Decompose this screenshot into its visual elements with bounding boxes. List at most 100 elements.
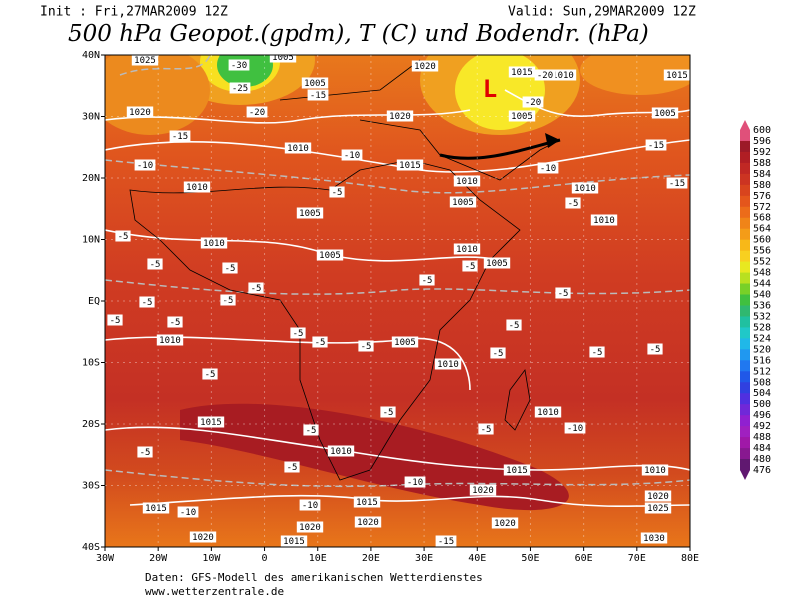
contour-label: 1020 [299,523,321,533]
label-box [434,358,462,370]
label-box [156,334,184,346]
contour-label: 1005 [452,198,474,208]
colorbar-label: 564 [753,224,771,235]
isobar [129,494,690,508]
colorbar-label: 580 [753,180,771,191]
label-box [453,243,481,255]
contour-label: -5 [558,289,569,299]
contour-label: 1010 [537,408,559,418]
contour-label: 1010 [287,144,309,154]
axes: 30W 20W 10W 0 10E 20E 30E 40E 50E 60E 70E 80E 40N 30N… [82,50,699,564]
data-source: Daten: GFS-Modell des amerikanischen Wet… [145,571,483,584]
contour-label: -5 [332,188,343,198]
label-box [435,535,457,547]
contour-label: 1010 [159,336,181,346]
contour-label: -20 [525,98,541,108]
contour-label: -10 [540,164,556,174]
label-box [341,149,363,161]
y-tick-label: 30S [82,481,100,492]
colorbar-cap [740,470,750,480]
contour-label: 1015 [506,466,528,476]
label-box [222,262,238,274]
contour-label: -5 [361,342,372,352]
contour-label: -5 [315,338,326,348]
contour-label: 1020 [647,492,669,502]
label-box [478,423,494,435]
colorbar-cell [740,349,750,361]
contour-label: 1005 [511,112,533,122]
colorbar-cell [740,327,750,339]
contour-label: -5 [650,345,661,355]
label-box [115,230,131,242]
label-box [449,196,477,208]
isotherm [119,55,211,76]
colorbar-label: 552 [753,257,771,268]
colorbar-label: 480 [753,454,771,465]
contour-label: -10 [137,161,153,171]
label-box [197,416,225,428]
colorbar-cell [740,360,750,372]
label-box [183,181,211,193]
label-box [142,502,170,514]
label-box [358,340,374,352]
colorbar-label: 524 [753,333,771,344]
contour-label: 1010 [593,216,615,226]
x-tick-label: 30W [96,553,115,564]
label-box [555,287,571,299]
contour-label: -15 [648,141,664,151]
label-box [490,347,506,359]
colorbar-cell [740,250,750,263]
contour-label: 1010 [644,466,666,476]
label-box [491,517,519,529]
contour-label: -10 [302,501,318,511]
colorbar-cell [740,338,750,350]
label-box [506,319,522,331]
y-tick-label: 10S [82,358,100,369]
colorbar-label: 488 [753,432,771,443]
label-box [296,207,324,219]
contour-label: -5 [465,262,476,272]
isotherm [105,469,690,488]
label-box [354,516,382,528]
contour-label: -5 [118,232,129,242]
colorbar-label: 588 [753,158,771,169]
colorbar-label: 528 [753,322,771,333]
colorbar-cell [740,371,750,383]
contour-label: -15 [438,537,454,547]
label-box [126,106,154,118]
contour-label: -20 [249,108,265,118]
label-box [380,406,396,418]
colorbar-cell [740,228,750,241]
x-tick-label: 70E [628,553,646,564]
colorbar-cell [740,316,750,328]
y-tick-label: 40S [82,542,100,553]
colorbar-cell [740,261,750,274]
label-box [246,106,268,118]
contour-label: 1025 [134,56,156,66]
x-tick-label: 80E [681,553,699,564]
label-box [228,59,250,71]
y-tick-label: 40N [82,50,100,61]
colorbar-label: 556 [753,246,771,257]
label-box [404,476,426,488]
label-box [522,96,544,108]
contour-label: 1005 [304,79,326,89]
contour-label: -10 [567,424,583,434]
colorbar-cell [740,382,750,394]
label-box [177,506,199,518]
label-box [202,368,218,380]
label-box [301,77,329,89]
colorbar-cell [740,151,750,164]
contour-label: 1010 [330,447,352,457]
label-box [386,110,414,122]
colorbar-cell [740,184,750,197]
label-box [284,142,312,154]
contour-label: -5 [170,318,181,328]
label-box [508,66,536,78]
contour-label: 1020 [389,112,411,122]
contour-label: -5 [493,349,504,359]
colorbar-cell [740,173,750,186]
label-box [303,424,319,436]
colorbar-label: 532 [753,311,771,322]
colorbar-label: 584 [753,169,771,180]
